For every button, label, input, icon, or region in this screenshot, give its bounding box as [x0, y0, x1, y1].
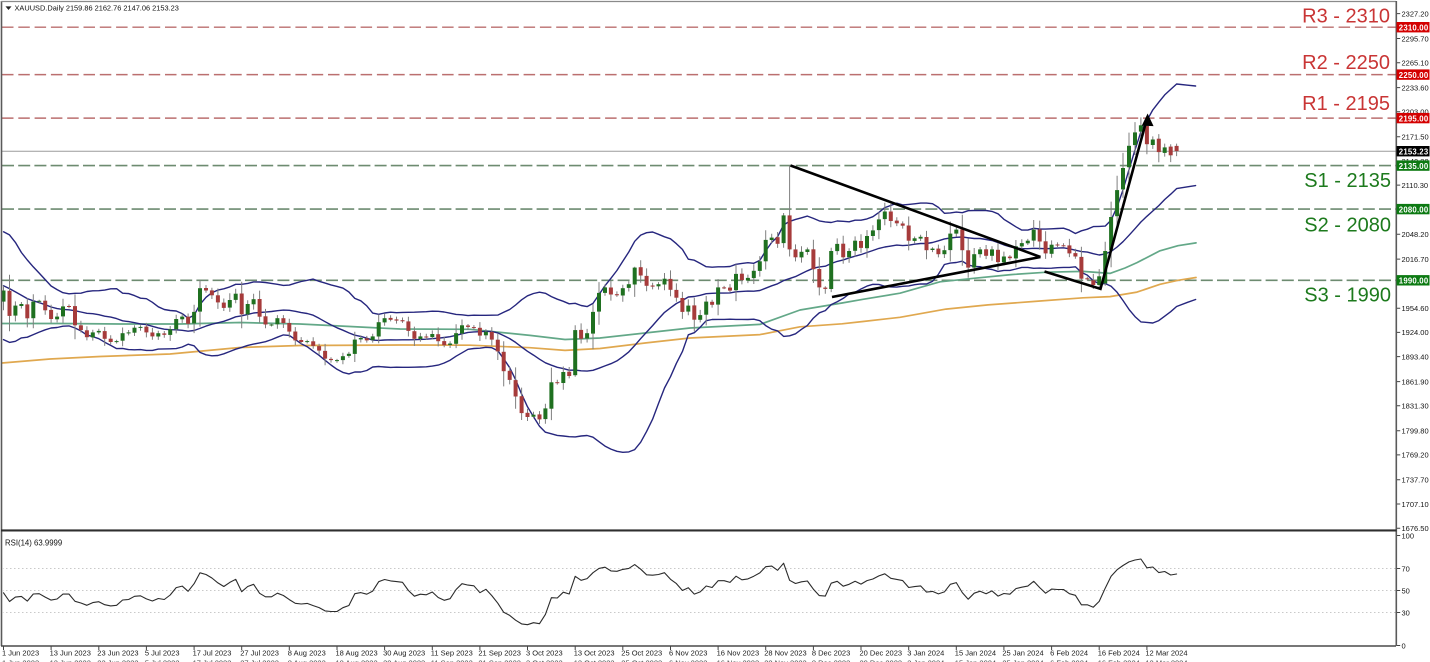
svg-text:S2 - 2080: S2 - 2080: [1304, 214, 1391, 236]
svg-text:2171.50: 2171.50: [1402, 133, 1429, 142]
svg-text:1 Jun 2023: 1 Jun 2023: [2, 659, 39, 662]
svg-text:8 Aug 2023: 8 Aug 2023: [288, 659, 326, 662]
svg-text:8 Dec 2023: 8 Dec 2023: [812, 659, 850, 662]
svg-text:1924.00: 1924.00: [1402, 328, 1429, 337]
svg-text:15 Jan 2024: 15 Jan 2024: [955, 649, 996, 658]
svg-text:R2 - 2250: R2 - 2250: [1302, 52, 1390, 74]
svg-text:2265.10: 2265.10: [1402, 59, 1429, 68]
svg-text:R1 - 2195: R1 - 2195: [1302, 93, 1390, 115]
svg-text:2233.60: 2233.60: [1402, 83, 1429, 92]
svg-text:0: 0: [1402, 641, 1406, 650]
svg-text:16 Nov 2023: 16 Nov 2023: [717, 659, 760, 662]
svg-text:23 Jun 2023: 23 Jun 2023: [97, 659, 138, 662]
svg-text:23 Jun 2023: 23 Jun 2023: [97, 649, 138, 658]
svg-text:17 Jul 2023: 17 Jul 2023: [193, 659, 232, 662]
svg-text:2295.70: 2295.70: [1402, 34, 1429, 43]
svg-text:2110.30: 2110.30: [1402, 181, 1429, 190]
svg-text:2310.00: 2310.00: [1399, 24, 1429, 33]
svg-text:20 Dec 2023: 20 Dec 2023: [860, 659, 903, 662]
svg-text:21 Sep 2023: 21 Sep 2023: [478, 649, 521, 658]
svg-text:6 Feb 2024: 6 Feb 2024: [1050, 659, 1088, 662]
svg-text:2327.20: 2327.20: [1402, 9, 1429, 18]
svg-text:1769.20: 1769.20: [1402, 451, 1429, 460]
svg-text:21 Sep 2023: 21 Sep 2023: [478, 659, 521, 662]
svg-text:18 Aug 2023: 18 Aug 2023: [336, 649, 378, 658]
svg-text:30 Aug 2023: 30 Aug 2023: [383, 659, 425, 662]
svg-text:5 Jul 2023: 5 Jul 2023: [145, 649, 180, 658]
svg-text:6 Feb 2024: 6 Feb 2024: [1050, 649, 1088, 658]
svg-text:3 Oct 2023: 3 Oct 2023: [526, 649, 563, 658]
svg-text:1990.00: 1990.00: [1399, 277, 1429, 286]
svg-text:70: 70: [1402, 564, 1410, 573]
svg-text:3 Jan 2024: 3 Jan 2024: [907, 659, 944, 662]
svg-text:17 Jul 2023: 17 Jul 2023: [193, 649, 232, 658]
svg-text:5 Jul 2023: 5 Jul 2023: [145, 659, 180, 662]
svg-text:R3 - 2310: R3 - 2310: [1302, 6, 1390, 28]
svg-text:28 Nov 2023: 28 Nov 2023: [764, 649, 807, 658]
svg-text:6 Nov 2023: 6 Nov 2023: [669, 649, 707, 658]
svg-text:12 Mar 2024: 12 Mar 2024: [1145, 649, 1187, 658]
svg-text:2250.00: 2250.00: [1399, 71, 1429, 80]
svg-text:1 Jun 2023: 1 Jun 2023: [2, 649, 39, 658]
svg-text:2203.00: 2203.00: [1402, 108, 1429, 117]
svg-text:16 Feb 2024: 16 Feb 2024: [1098, 649, 1140, 658]
svg-text:1737.70: 1737.70: [1402, 476, 1429, 485]
svg-text:25 Jan 2024: 25 Jan 2024: [1002, 649, 1043, 658]
svg-text:16 Feb 2024: 16 Feb 2024: [1098, 659, 1140, 662]
svg-text:11 Sep 2023: 11 Sep 2023: [431, 649, 473, 658]
svg-text:2153.23: 2153.23: [1399, 148, 1429, 157]
svg-text:30: 30: [1402, 608, 1410, 617]
svg-text:13 Jun 2023: 13 Jun 2023: [50, 649, 91, 658]
svg-text:20 Dec 2023: 20 Dec 2023: [860, 649, 903, 658]
svg-text:3 Jan 2024: 3 Jan 2024: [907, 649, 944, 658]
svg-text:11 Sep 2023: 11 Sep 2023: [431, 659, 473, 662]
svg-text:1707.10: 1707.10: [1402, 500, 1429, 509]
svg-text:2080.00: 2080.00: [1399, 206, 1429, 215]
svg-text:3 Oct 2023: 3 Oct 2023: [526, 659, 563, 662]
svg-text:16 Nov 2023: 16 Nov 2023: [717, 649, 760, 658]
svg-text:50: 50: [1402, 586, 1410, 595]
svg-text:25 Oct 2023: 25 Oct 2023: [621, 649, 662, 658]
svg-text:S1 - 2135: S1 - 2135: [1304, 170, 1391, 192]
svg-text:25 Oct 2023: 25 Oct 2023: [621, 659, 662, 662]
svg-text:8 Dec 2023: 8 Dec 2023: [812, 649, 850, 658]
svg-text:1954.60: 1954.60: [1402, 304, 1429, 313]
svg-text:1676.50: 1676.50: [1402, 524, 1429, 533]
svg-text:13 Oct 2023: 13 Oct 2023: [574, 659, 615, 662]
svg-text:8 Aug 2023: 8 Aug 2023: [288, 649, 326, 658]
svg-text:2048.20: 2048.20: [1402, 230, 1429, 239]
svg-text:13 Jun 2023: 13 Jun 2023: [50, 659, 91, 662]
svg-text:2135.00: 2135.00: [1399, 162, 1429, 171]
svg-text:1893.40: 1893.40: [1402, 352, 1429, 361]
svg-text:12 Mar 2024: 12 Mar 2024: [1145, 659, 1187, 662]
svg-text:1831.30: 1831.30: [1402, 402, 1429, 411]
svg-text:27 Jul 2023: 27 Jul 2023: [240, 659, 279, 662]
svg-text:25 Jan 2024: 25 Jan 2024: [1002, 659, 1043, 662]
svg-text:XAUUSD.Daily 2159.86 2162.76: XAUUSD.Daily 2159.86 2162.76 2147.06 215…: [15, 4, 179, 13]
svg-text:18 Aug 2023: 18 Aug 2023: [336, 659, 378, 662]
svg-text:28 Nov 2023: 28 Nov 2023: [764, 659, 807, 662]
svg-text:6 Nov 2023: 6 Nov 2023: [669, 659, 707, 662]
svg-text:15 Jan 2024: 15 Jan 2024: [955, 659, 996, 662]
svg-text:13 Oct 2023: 13 Oct 2023: [574, 649, 615, 658]
svg-text:100: 100: [1402, 531, 1415, 540]
svg-text:1799.80: 1799.80: [1402, 427, 1429, 436]
svg-text:RSI(14) 63.9999: RSI(14) 63.9999: [5, 539, 62, 548]
svg-text:2016.70: 2016.70: [1402, 255, 1429, 264]
svg-text:27 Jul 2023: 27 Jul 2023: [240, 649, 279, 658]
svg-text:1861.90: 1861.90: [1402, 377, 1429, 386]
svg-text:2195.00: 2195.00: [1399, 115, 1429, 124]
svg-text:S3 - 1990: S3 - 1990: [1304, 285, 1391, 307]
svg-text:30 Aug 2023: 30 Aug 2023: [383, 649, 425, 658]
